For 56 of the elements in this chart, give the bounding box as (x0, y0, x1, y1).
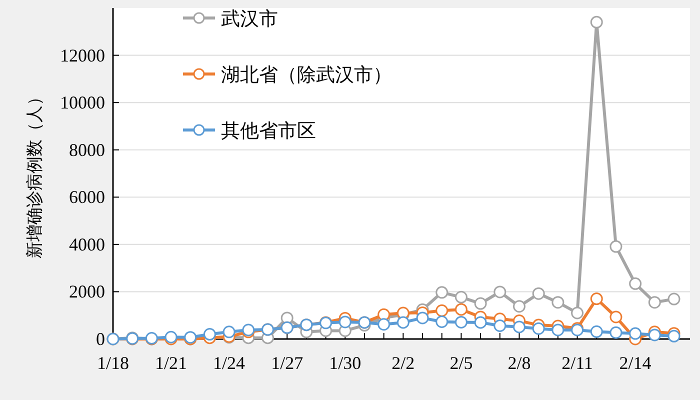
point (203, 328, 216, 341)
point (552, 324, 564, 336)
point (610, 310, 622, 324)
legend-label: 湖北省（除武汉市） (221, 64, 392, 86)
point (610, 326, 622, 339)
point (416, 312, 429, 324)
point (474, 297, 487, 310)
point (571, 306, 584, 320)
x-tick-label: 2/11 (562, 353, 593, 373)
point (648, 328, 661, 342)
x-tick-label: 1/18 (96, 353, 130, 373)
y-tick-label: 8000 (69, 140, 105, 160)
point (512, 300, 526, 313)
point (512, 320, 526, 334)
point (454, 290, 468, 304)
point (494, 320, 506, 332)
point (454, 303, 468, 316)
point (338, 316, 352, 328)
legend-label: 武汉市 (221, 8, 278, 30)
x-tick-label: 1/27 (271, 353, 304, 373)
point (648, 296, 661, 309)
x-tick-label: 2/2 (392, 353, 415, 373)
point (668, 292, 680, 306)
point (436, 304, 448, 317)
y-tick-label: 10000 (60, 92, 105, 113)
point (494, 286, 506, 298)
x-tick-label: 1/21 (155, 353, 188, 373)
point (610, 240, 622, 253)
point (436, 315, 448, 328)
point (629, 327, 642, 340)
y-tick-label: 12000 (60, 45, 105, 66)
point (474, 316, 487, 329)
point (222, 326, 236, 338)
point (590, 292, 603, 306)
y-axis-title: 新增确诊病例数（人） (25, 88, 44, 258)
point (590, 325, 603, 338)
point (378, 318, 390, 331)
point (532, 322, 545, 335)
point (396, 316, 410, 329)
point (668, 330, 680, 342)
point (436, 286, 448, 299)
y-tick-label: 6000 (69, 187, 105, 208)
x-tick-label: 2/8 (508, 353, 531, 373)
y-tick-label: 2000 (69, 282, 105, 302)
point (454, 316, 468, 328)
point (590, 16, 603, 28)
x-tick-label: 1/24 (213, 353, 246, 373)
x-tick-label: 2/5 (450, 353, 473, 373)
x-tick-label: 2/14 (619, 353, 652, 373)
x-tick-label: 1/30 (329, 353, 362, 373)
point (532, 287, 545, 300)
y-tick-label: 4000 (69, 234, 105, 254)
y-tick-label: 0 (96, 329, 105, 349)
legend-label: 其他省市区 (221, 120, 316, 142)
point (629, 277, 642, 290)
point (552, 296, 564, 309)
